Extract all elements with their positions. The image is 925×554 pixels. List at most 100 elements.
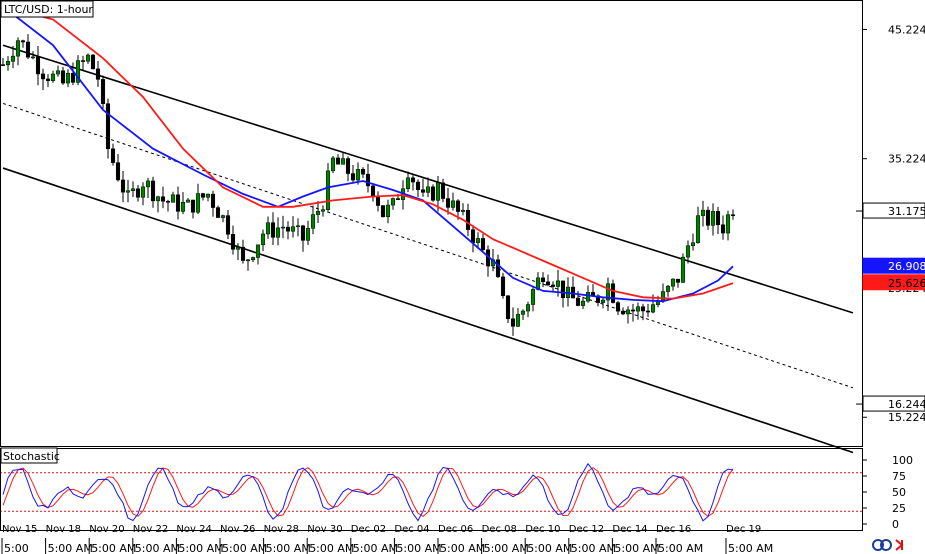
candle — [435, 175, 441, 212]
candle — [410, 175, 416, 191]
candle — [530, 286, 536, 312]
candle — [505, 295, 511, 323]
price-tick-label: 15.224 — [888, 411, 925, 424]
candle — [700, 200, 706, 227]
stochastic-tick-label: 0 — [892, 518, 899, 531]
stochastic-tick-label: 50 — [892, 486, 906, 499]
price-panel-frame — [0, 0, 863, 447]
candle — [645, 303, 651, 318]
candle — [75, 55, 81, 86]
x-date-label: Nov 28 — [264, 524, 299, 535]
x-date-label: Dec 19 — [726, 524, 761, 535]
candle — [320, 205, 326, 217]
candle — [100, 75, 106, 109]
candle — [420, 178, 426, 197]
candle — [730, 209, 736, 220]
candle — [510, 307, 516, 336]
candle — [405, 171, 411, 192]
candle — [280, 215, 286, 239]
candle — [350, 164, 356, 184]
x-date-label: Nov 24 — [176, 524, 211, 535]
x-date-label: Nov 20 — [89, 524, 124, 535]
price-label: 31.175 — [856, 202, 925, 219]
link-icon[interactable] — [872, 539, 892, 551]
candle — [715, 206, 721, 234]
candle — [120, 171, 126, 203]
stochastic-k-line — [2, 462, 734, 522]
candle — [465, 203, 471, 237]
x-time-label: 5:00 AM — [222, 542, 267, 554]
candle — [515, 308, 521, 327]
candle — [500, 272, 506, 299]
candle — [620, 307, 626, 316]
candle — [415, 179, 421, 198]
price-label: 16.244 — [856, 395, 925, 412]
scroll-end-icon[interactable] — [895, 539, 904, 551]
candle — [130, 181, 136, 198]
candle — [725, 210, 731, 241]
candle — [720, 215, 726, 240]
candle — [180, 192, 186, 215]
candle — [710, 203, 716, 236]
candle — [195, 183, 201, 214]
candle — [190, 199, 196, 219]
x-date-label: Nov 26 — [220, 524, 255, 535]
price-plot — [0, 5, 854, 454]
candle — [540, 272, 546, 288]
stochastic-tick-label: 75 — [892, 470, 906, 483]
chart-title-text: LTC/USD: 1-hour — [4, 3, 93, 16]
x-date-label: Dec 10 — [525, 524, 560, 535]
candle — [440, 178, 446, 203]
candle — [40, 68, 46, 91]
candle — [25, 34, 31, 60]
x-date-label: Dec 14 — [612, 524, 647, 535]
candle — [30, 51, 36, 60]
candle — [345, 156, 351, 182]
x-time-label: 5:00 AM — [309, 542, 354, 554]
x-date-label: Dec 04 — [394, 524, 429, 535]
candle — [210, 190, 216, 217]
candle — [110, 143, 116, 166]
candle — [635, 302, 641, 320]
candle — [240, 239, 246, 264]
candle — [95, 60, 101, 87]
candle — [20, 39, 26, 48]
svg-text:26.908: 26.908 — [888, 260, 925, 273]
svg-text:16.244: 16.244 — [888, 398, 925, 411]
candle — [150, 176, 156, 208]
candle — [250, 256, 256, 263]
stochastic-d-line — [2, 466, 734, 518]
candle — [560, 280, 566, 308]
x-time-label: 5:00 AM — [353, 542, 398, 554]
candle — [685, 240, 691, 264]
candle — [430, 184, 436, 202]
candle — [140, 182, 146, 206]
candle — [260, 229, 266, 252]
candle — [310, 205, 316, 235]
x-time-label: 5:00 AM — [571, 542, 616, 554]
candle — [365, 163, 371, 193]
candle — [10, 45, 16, 69]
candle — [680, 253, 686, 283]
candle — [580, 296, 586, 310]
candle — [275, 217, 281, 246]
x-date-label: Dec 12 — [569, 524, 604, 535]
candle — [115, 153, 121, 182]
candle — [475, 232, 481, 249]
candle — [450, 192, 456, 211]
candle — [330, 155, 336, 174]
x-time-label: 5:00 AM — [91, 542, 136, 554]
stochastic-title: Stochastic — [0, 447, 60, 464]
candle — [285, 221, 291, 240]
price-label: 26.908 — [862, 257, 925, 274]
chart-title: LTC/USD: 1-hour — [0, 0, 94, 18]
x-date-label: Dec 16 — [656, 524, 691, 535]
candle — [65, 69, 71, 88]
candle — [235, 243, 241, 261]
candle — [80, 55, 86, 71]
candle — [155, 195, 161, 213]
price-tick-label: 45.224 — [888, 23, 925, 36]
candle — [665, 284, 671, 297]
candle — [70, 62, 76, 86]
candle — [290, 216, 296, 238]
